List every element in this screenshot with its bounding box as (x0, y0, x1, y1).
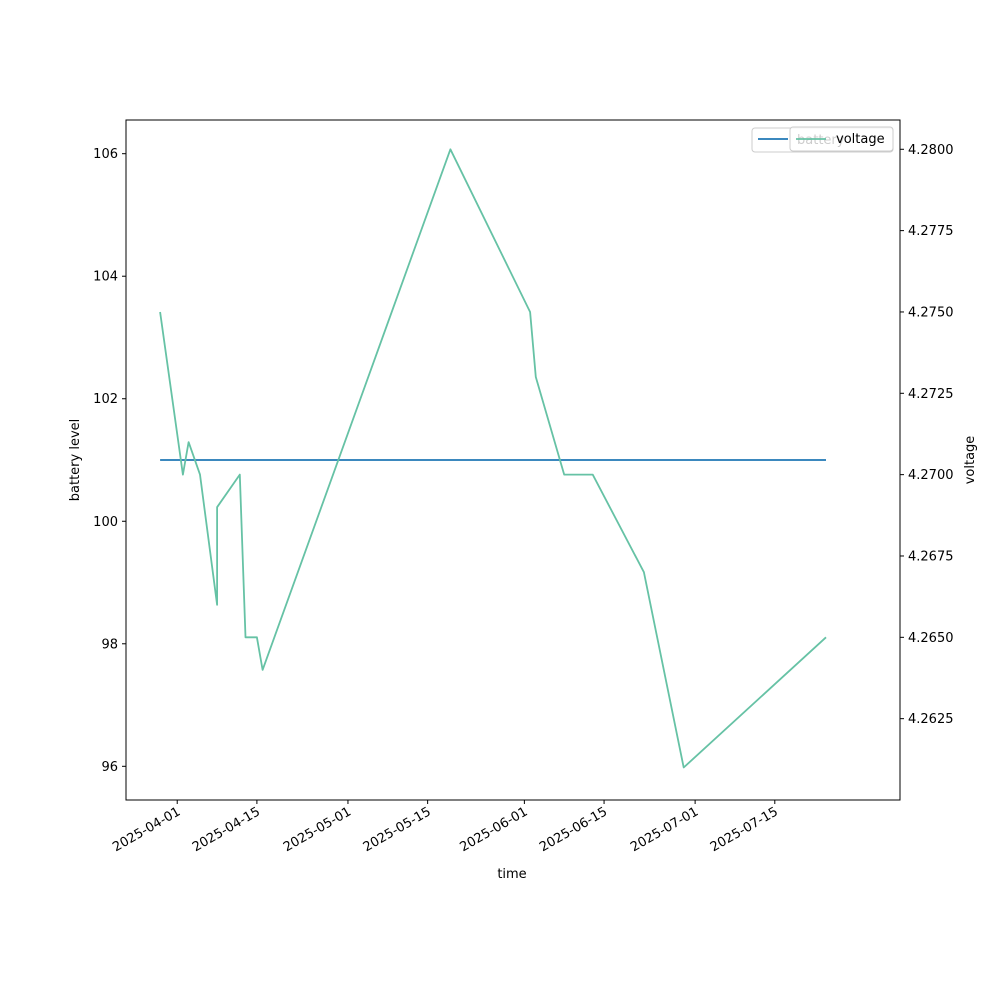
series-layer (159, 148, 827, 769)
axes-layer (125, 119, 901, 801)
y-axis-left-label: battery level (68, 419, 83, 502)
legend-label-voltage: voltage (836, 132, 885, 147)
y-left-tick-label: 100 (93, 515, 118, 530)
y-right-tick-label: 4.2725 (908, 387, 954, 402)
y-left-tick-label: 98 (101, 637, 118, 652)
y-right-tick-label: 4.2775 (908, 224, 954, 239)
plot-frame (125, 119, 901, 801)
legend-box (789, 126, 894, 152)
y-left-tick-label: 102 (93, 392, 118, 407)
y-left-tick-label: 96 (101, 760, 118, 775)
y-right-tick-label: 4.2650 (908, 631, 954, 646)
series-line-voltage (159, 148, 827, 769)
legend: batteryvoltage (751, 126, 894, 153)
y-right-tick-label: 4.2750 (908, 305, 954, 320)
y-right-tick-label: 4.2800 (908, 143, 954, 158)
y-right-tick-label: 4.2700 (908, 468, 954, 483)
y-right-tick-label: 4.2625 (908, 712, 954, 727)
x-axis-label: time (497, 867, 526, 882)
y-left-tick-label: 106 (93, 147, 118, 162)
legend-right-axis: voltage (789, 126, 894, 152)
y-axis-right-label: voltage (963, 436, 978, 485)
y-right-tick-label: 4.2675 (908, 549, 954, 564)
y-left-tick-label: 104 (93, 270, 118, 285)
